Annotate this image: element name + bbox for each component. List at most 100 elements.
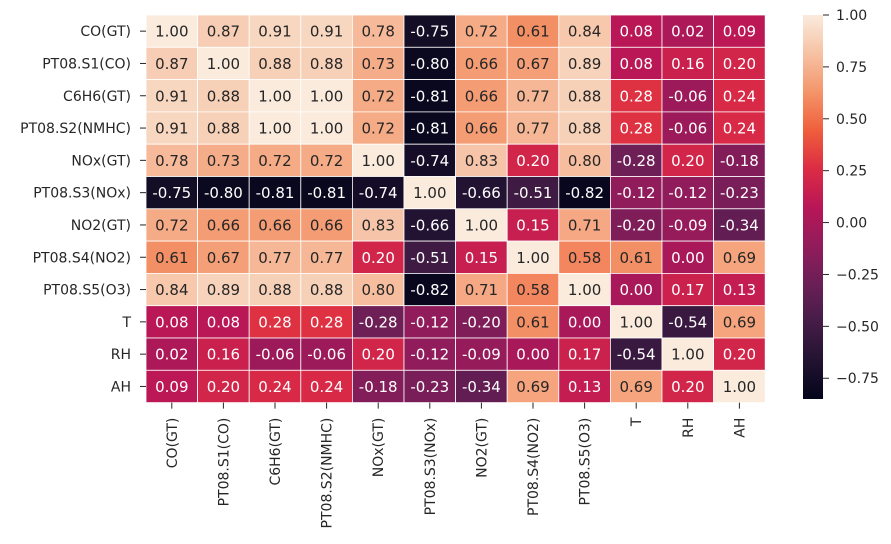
cell-value-label: 0.13 xyxy=(723,281,756,299)
x-tick-label: NOx(GT) xyxy=(371,418,387,478)
cell-value-label: 0.00 xyxy=(568,313,601,331)
heatmap-cell xyxy=(300,337,353,371)
cell-value-label: 0.69 xyxy=(723,249,756,267)
cell-value-label: 0.78 xyxy=(155,152,188,170)
cell-value-label: 0.13 xyxy=(568,378,601,396)
cell-value-label: 0.73 xyxy=(361,55,394,73)
heatmap-cell xyxy=(455,208,508,242)
heatmap-cells: 1.00 0.87 0.91 0.91 0.78 -0.75 0.72 0.61 0.84 0.0… xyxy=(145,14,766,403)
colorbar-tick-label: 0.25 xyxy=(836,164,867,180)
heatmap-cell xyxy=(300,111,353,145)
x-tick-label: C6H6(GT) xyxy=(268,418,284,486)
heatmap-cell xyxy=(661,272,714,307)
cell-value-label: 0.28 xyxy=(619,120,652,138)
colorbar-tick-label: 1.00 xyxy=(836,8,867,24)
cell-value-label: 0.83 xyxy=(465,152,498,170)
cell-value-label: 0.15 xyxy=(516,216,549,234)
cell-value-label: 0.66 xyxy=(465,55,498,73)
heatmap-cell xyxy=(145,14,198,48)
heatmap-cell xyxy=(506,337,560,371)
colorbar-ticks: 1.00 0.75 0.50 0.25 0.00 −0.25 −0.50 −0.75 xyxy=(823,8,879,387)
heatmap-cell xyxy=(145,111,198,145)
cell-value-label: 1.00 xyxy=(568,281,601,299)
cell-value-label: 0.77 xyxy=(310,249,343,267)
heatmap-cell xyxy=(300,208,353,242)
cell-value-label: 0.77 xyxy=(516,120,549,138)
heatmap-cell xyxy=(351,305,405,339)
cell-value-label: 0.84 xyxy=(155,281,188,299)
heatmap-cell xyxy=(713,369,766,403)
x-tick-label: T xyxy=(629,417,645,427)
heatmap-cell xyxy=(455,176,508,210)
heatmap-cell xyxy=(403,46,456,80)
cell-value-label: -0.23 xyxy=(410,378,449,396)
cell-value-label: -0.12 xyxy=(410,346,449,364)
heatmap-cell xyxy=(197,46,250,80)
cell-value-label: -0.66 xyxy=(410,216,449,234)
cell-value-label: 0.61 xyxy=(516,313,549,331)
cell-value-label: 0.24 xyxy=(723,87,756,105)
cell-value-label: -0.51 xyxy=(410,249,449,267)
cell-value-label: -0.28 xyxy=(359,313,398,331)
cell-value-label: 0.71 xyxy=(465,281,498,299)
heatmap-cell xyxy=(403,337,456,371)
cell-value-label: 0.83 xyxy=(361,216,394,234)
cell-value-label: 0.66 xyxy=(465,87,498,105)
heatmap-cell xyxy=(506,305,560,339)
y-axis-tick-labels: CO(GT) PT08.S1(CO) C6H6(GT) PT08.S2(NMHC) NO… xyxy=(20,24,146,395)
cell-value-label: -0.81 xyxy=(410,87,449,105)
heatmap-cell xyxy=(558,176,611,210)
cell-value-label: 0.02 xyxy=(671,23,704,41)
cell-value-label: 1.00 xyxy=(671,346,704,364)
x-axis-tick-labels: CO(GT) PT08.S1(CO) C6H6(GT) PT08.S2(NMHC) NO… xyxy=(165,402,748,528)
colorbar-tick-label: −0.50 xyxy=(836,319,879,335)
y-tick-label: PT08.S4(NO2) xyxy=(33,250,131,266)
x-tick-label: PT08.S5(O3) xyxy=(578,418,594,506)
x-tick-label: PT08.S1(CO) xyxy=(216,418,232,507)
heatmap-cell xyxy=(661,305,714,339)
cell-value-label: 0.72 xyxy=(155,216,188,234)
heatmap-cell xyxy=(351,46,405,80)
y-tick-label: PT08.S1(CO) xyxy=(42,56,131,72)
heatmap-cell xyxy=(713,176,766,210)
cell-value-label: 0.71 xyxy=(568,216,601,234)
x-tick-label: AH xyxy=(732,418,748,438)
cell-value-label: -0.12 xyxy=(668,184,707,202)
cell-value-label: 0.24 xyxy=(258,378,291,396)
heatmap-cell xyxy=(145,272,198,307)
colorbar-tick-label: −0.25 xyxy=(836,267,879,283)
cell-value-label: -0.06 xyxy=(256,346,295,364)
cell-value-label: 0.72 xyxy=(465,23,498,41)
cell-value-label: 0.20 xyxy=(723,346,756,364)
heatmap-cell xyxy=(661,46,714,80)
y-tick-label: CO(GT) xyxy=(80,24,131,40)
heatmap-cell xyxy=(455,111,508,145)
cell-value-label: -0.20 xyxy=(617,216,656,234)
cell-value-label: 0.89 xyxy=(207,281,240,299)
cell-value-label: -0.06 xyxy=(668,120,707,138)
cell-value-label: 1.00 xyxy=(310,120,343,138)
heatmap-cell xyxy=(351,240,405,274)
cell-value-label: -0.75 xyxy=(410,23,449,41)
cell-value-label: 0.88 xyxy=(258,281,291,299)
heatmap-cell xyxy=(403,143,456,177)
heatmap-cell xyxy=(300,176,353,210)
y-tick-label: T xyxy=(121,315,131,331)
heatmap-cell xyxy=(506,272,560,307)
heatmap-cell xyxy=(351,79,405,113)
cell-value-label: 0.09 xyxy=(723,23,756,41)
cell-value-label: -0.28 xyxy=(617,152,656,170)
heatmap-cell xyxy=(300,79,353,113)
heatmap-cell xyxy=(713,79,766,113)
heatmap-cell xyxy=(351,143,405,177)
cell-value-label: -0.20 xyxy=(462,313,501,331)
cell-value-label: -0.18 xyxy=(720,152,759,170)
heatmap-cell xyxy=(455,305,508,339)
cell-value-label: 0.66 xyxy=(207,216,240,234)
heatmap-cell xyxy=(248,143,302,177)
heatmap-cell xyxy=(145,176,198,210)
heatmap-cell xyxy=(197,305,250,339)
cell-value-label: 1.00 xyxy=(619,313,652,331)
cell-value-label: 0.61 xyxy=(155,249,188,267)
